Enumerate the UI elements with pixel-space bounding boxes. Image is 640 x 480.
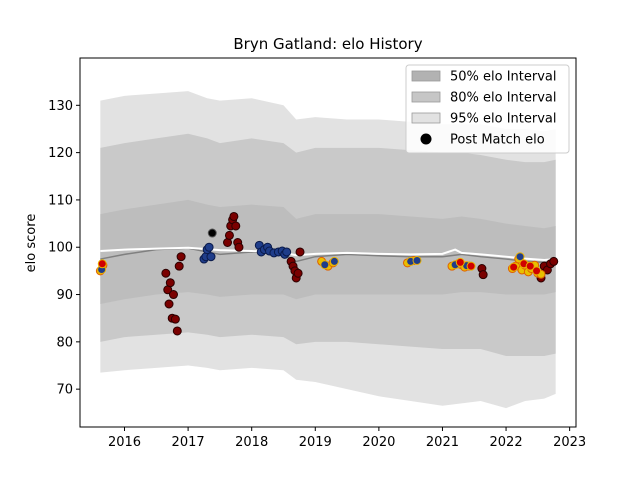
x-tick-label: 2023 (553, 435, 586, 450)
data-point (176, 252, 186, 262)
data-point (97, 259, 107, 269)
legend-swatch (411, 112, 441, 124)
data-point (170, 314, 180, 324)
legend-label: 80% elo Interval (450, 91, 557, 106)
data-point (164, 299, 174, 309)
data-point (320, 260, 330, 270)
data-point (231, 221, 241, 231)
data-point (161, 268, 171, 278)
legend-label: Post Match elo (450, 133, 545, 148)
data-point (204, 242, 214, 252)
data-point (532, 266, 542, 276)
data-point (549, 256, 559, 266)
x-tick-label: 2019 (299, 435, 332, 450)
data-point (172, 326, 182, 336)
x-tick-label: 2017 (172, 435, 205, 450)
data-point (329, 256, 339, 266)
legend-marker (420, 133, 432, 145)
chart-title: Bryn Gatland: elo History (233, 35, 422, 53)
data-point (525, 261, 535, 271)
data-point (206, 252, 216, 262)
legend-swatch (411, 91, 441, 103)
data-point (229, 211, 239, 221)
y-tick-label: 70 (56, 383, 73, 398)
data-point (455, 257, 465, 267)
x-tick-label: 2020 (362, 435, 395, 450)
legend-box (405, 64, 570, 154)
y-tick-label: 130 (48, 99, 73, 114)
y-axis-label: elo score (24, 214, 39, 273)
data-point (282, 247, 292, 257)
data-point (224, 230, 234, 240)
data-point (174, 261, 184, 271)
legend-label: 95% elo Interval (450, 112, 557, 127)
data-point (293, 268, 303, 278)
plot-frame (79, 57, 577, 428)
x-tick-label: 2016 (108, 435, 141, 450)
data-point (515, 252, 525, 262)
y-axis-ticks: 70 80 90 100 110 120 130 (48, 99, 80, 398)
data-point (165, 278, 175, 288)
x-tick-label: 2018 (235, 435, 268, 450)
data-point (168, 290, 178, 300)
post-match-points (95, 211, 559, 336)
x-tick-label: 2021 (426, 435, 459, 450)
legend: 50% elo Interval 80% elo Interval 95% elo … (405, 64, 570, 154)
y-tick-label: 100 (48, 241, 73, 256)
x-tick-label: 2022 (490, 435, 523, 450)
y-tick-label: 120 (48, 146, 73, 161)
y-tick-label: 80 (56, 335, 73, 350)
data-point (509, 262, 519, 272)
y-tick-label: 90 (56, 288, 73, 303)
x-axis-ticks: 2016 2017 2018 2019 2020 2021 2022 2023 (108, 427, 586, 450)
data-point (478, 270, 488, 280)
data-point (207, 228, 217, 238)
data-point (234, 242, 244, 252)
legend-label: 50% elo Interval (450, 70, 557, 85)
legend-swatch (411, 70, 441, 82)
interval-bands (100, 91, 556, 409)
band-50 (100, 199, 556, 304)
data-point (412, 255, 422, 265)
data-point (466, 261, 476, 271)
data-point (295, 247, 305, 257)
y-tick-label: 110 (48, 193, 73, 208)
trend-line (100, 246, 556, 262)
trend-lines (100, 246, 556, 264)
